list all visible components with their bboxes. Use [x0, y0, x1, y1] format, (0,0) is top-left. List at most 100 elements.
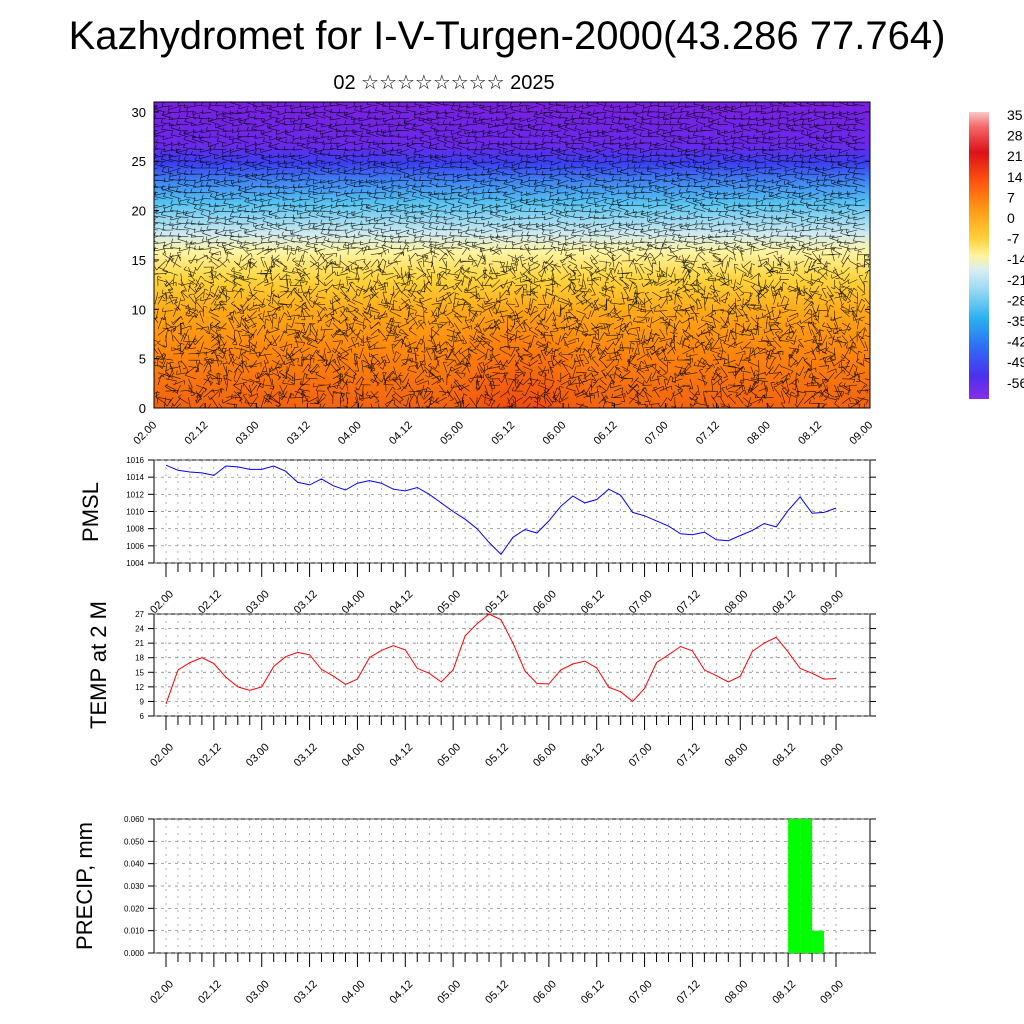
xtick-label: 09.00 [818, 588, 846, 616]
field-xtick-label: 04.12 [387, 419, 415, 447]
field-xtick-label: 05.00 [438, 419, 466, 447]
xtick-label: 04.12 [387, 741, 415, 769]
temp-grid [154, 613, 870, 717]
xtick-label: 06.00 [531, 741, 559, 769]
precip-xtick-label: 09.00 [818, 978, 846, 1006]
ytick-label: 1008 [126, 525, 144, 534]
field-ytick-label: 25 [132, 154, 146, 169]
field-ytick-label: 10 [132, 302, 146, 317]
field-xtick-label: 08.12 [796, 419, 824, 447]
xtick-label: 07.12 [675, 741, 703, 769]
ytick-label: 1004 [126, 559, 144, 568]
precip-xtick-label: 07.00 [627, 978, 655, 1006]
precip-ytick-label: 0.050 [124, 837, 145, 846]
xtick-label: 02.00 [148, 741, 176, 769]
precip-ytick-label: 0.030 [124, 882, 145, 891]
ytick-label: 1010 [126, 508, 144, 517]
precip-xtick-label: 04.00 [340, 978, 368, 1006]
colorbar-label: 21 [1007, 148, 1023, 164]
field-ytick-label: 15 [132, 253, 146, 268]
field-ytick-label: 30 [132, 105, 146, 120]
precip-xtick-label: 02.12 [196, 978, 224, 1006]
temp-series-line [165, 613, 837, 705]
xtick-label: 03.00 [244, 741, 272, 769]
colorbar: 35 28 21 14 7 0 -7 -14 -21 -28 -35 -42 -49 -56 [969, 107, 1024, 399]
pmsl-chart: 1004 1006 1008 1010 1012 1014 1016 02.00 02.12 03… [78, 456, 876, 616]
temp-chart: 6 9 12 15 18 21 24 27 02.00 02.12 03.00 03.12 04.00 0… [86, 601, 876, 769]
precip-ytick-label: 0.020 [124, 904, 145, 913]
precip-ylabel: PRECIP, mm [72, 822, 97, 950]
xtick-label: 02.12 [196, 741, 224, 769]
precip-xtick-label: 05.12 [483, 978, 511, 1006]
xtick-label: 02.12 [196, 588, 224, 616]
xtick-label: 07.00 [627, 741, 655, 769]
precip-xtick-label: 03.00 [244, 978, 272, 1006]
precip-grid [154, 818, 870, 954]
precip-bar [800, 819, 813, 953]
xtick-label: 07.00 [627, 588, 655, 616]
xtick-label: 04.12 [387, 588, 415, 616]
field-xtick-label: 08.00 [745, 419, 773, 447]
field-xtick-label: 02.00 [131, 419, 159, 447]
ytick-label: 1006 [126, 542, 144, 551]
xtick-label: 07.12 [675, 588, 703, 616]
ytick-label: 1014 [126, 473, 144, 482]
warm-core-left [205, 330, 395, 408]
xtick-label: 06.12 [579, 741, 607, 769]
precip-bar [788, 819, 801, 953]
colorbar-label: -28 [1007, 292, 1024, 308]
colorbar-label: -56 [1007, 375, 1024, 391]
colorbar-label: -42 [1007, 334, 1024, 350]
xtick-label: 03.00 [244, 588, 272, 616]
ytick-label: 24 [135, 625, 144, 634]
xtick-label: 06.00 [531, 588, 559, 616]
xtick-label: 08.00 [722, 741, 750, 769]
precip-chart: 0.000 0.010 0.020 0.030 0.040 0.050 0.060 02.00… [72, 815, 876, 1006]
xtick-label: 09.00 [818, 741, 846, 769]
ytick-label: 18 [135, 654, 144, 663]
colorbar-label: -21 [1007, 272, 1024, 288]
field-ytick-label: 5 [139, 352, 146, 367]
ytick-label: 12 [135, 683, 144, 692]
precip-xtick-label: 05.00 [435, 978, 463, 1006]
xtick-label: 05.12 [483, 588, 511, 616]
xtick-label: 06.12 [579, 588, 607, 616]
pmsl-series-line [165, 464, 837, 556]
ytick-label: 9 [140, 697, 145, 706]
field-xtick-label: 07.12 [694, 419, 722, 447]
xtick-label: 02.00 [148, 588, 176, 616]
precip-xtick-label: 06.00 [531, 978, 559, 1006]
xtick-label: 03.12 [292, 741, 320, 769]
precip-xtick-label: 06.12 [579, 978, 607, 1006]
precip-ytick-label: 0.010 [124, 927, 145, 936]
colorbar-label: -7 [1007, 231, 1020, 247]
colorbar-label: 35 [1007, 107, 1023, 123]
xtick-label: 08.12 [770, 741, 798, 769]
precip-ytick-label: 0.040 [124, 860, 145, 869]
precip-xtick-label: 08.12 [770, 978, 798, 1006]
colorbar-label: 14 [1007, 169, 1023, 185]
xtick-label: 04.00 [340, 588, 368, 616]
xtick-label: 08.00 [722, 588, 750, 616]
chart-title: Kazhydromet for I-V-Turgen-2000(43.286 7… [68, 14, 946, 58]
field-xtick-label: 07.00 [643, 419, 671, 447]
field-xtick-label: 03.00 [234, 419, 262, 447]
temp-frame [153, 613, 871, 717]
xtick-label: 05.12 [483, 741, 511, 769]
field-xtick-label: 06.00 [540, 419, 568, 447]
field-xtick-label: 05.12 [489, 419, 517, 447]
precip-bars [788, 819, 825, 953]
pmsl-grid [154, 459, 870, 564]
colorbar-scale [969, 112, 989, 399]
precip-ytick-label: 0.000 [124, 949, 145, 958]
colorbar-label: -35 [1007, 313, 1024, 329]
warm-core-midday [450, 250, 590, 408]
ytick-label: 1016 [126, 456, 144, 465]
pmsl-ylabel: PMSL [78, 482, 103, 542]
temperature-cross-section: 0 5 10 15 20 25 30 02.00 02.12 03.00 03.12 04.00 04.… [131, 101, 875, 447]
ytick-label: 27 [135, 610, 144, 619]
ytick-label: 21 [135, 639, 144, 648]
field-xtick-label: 04.00 [336, 419, 364, 447]
colorbar-label: 7 [1007, 189, 1015, 205]
